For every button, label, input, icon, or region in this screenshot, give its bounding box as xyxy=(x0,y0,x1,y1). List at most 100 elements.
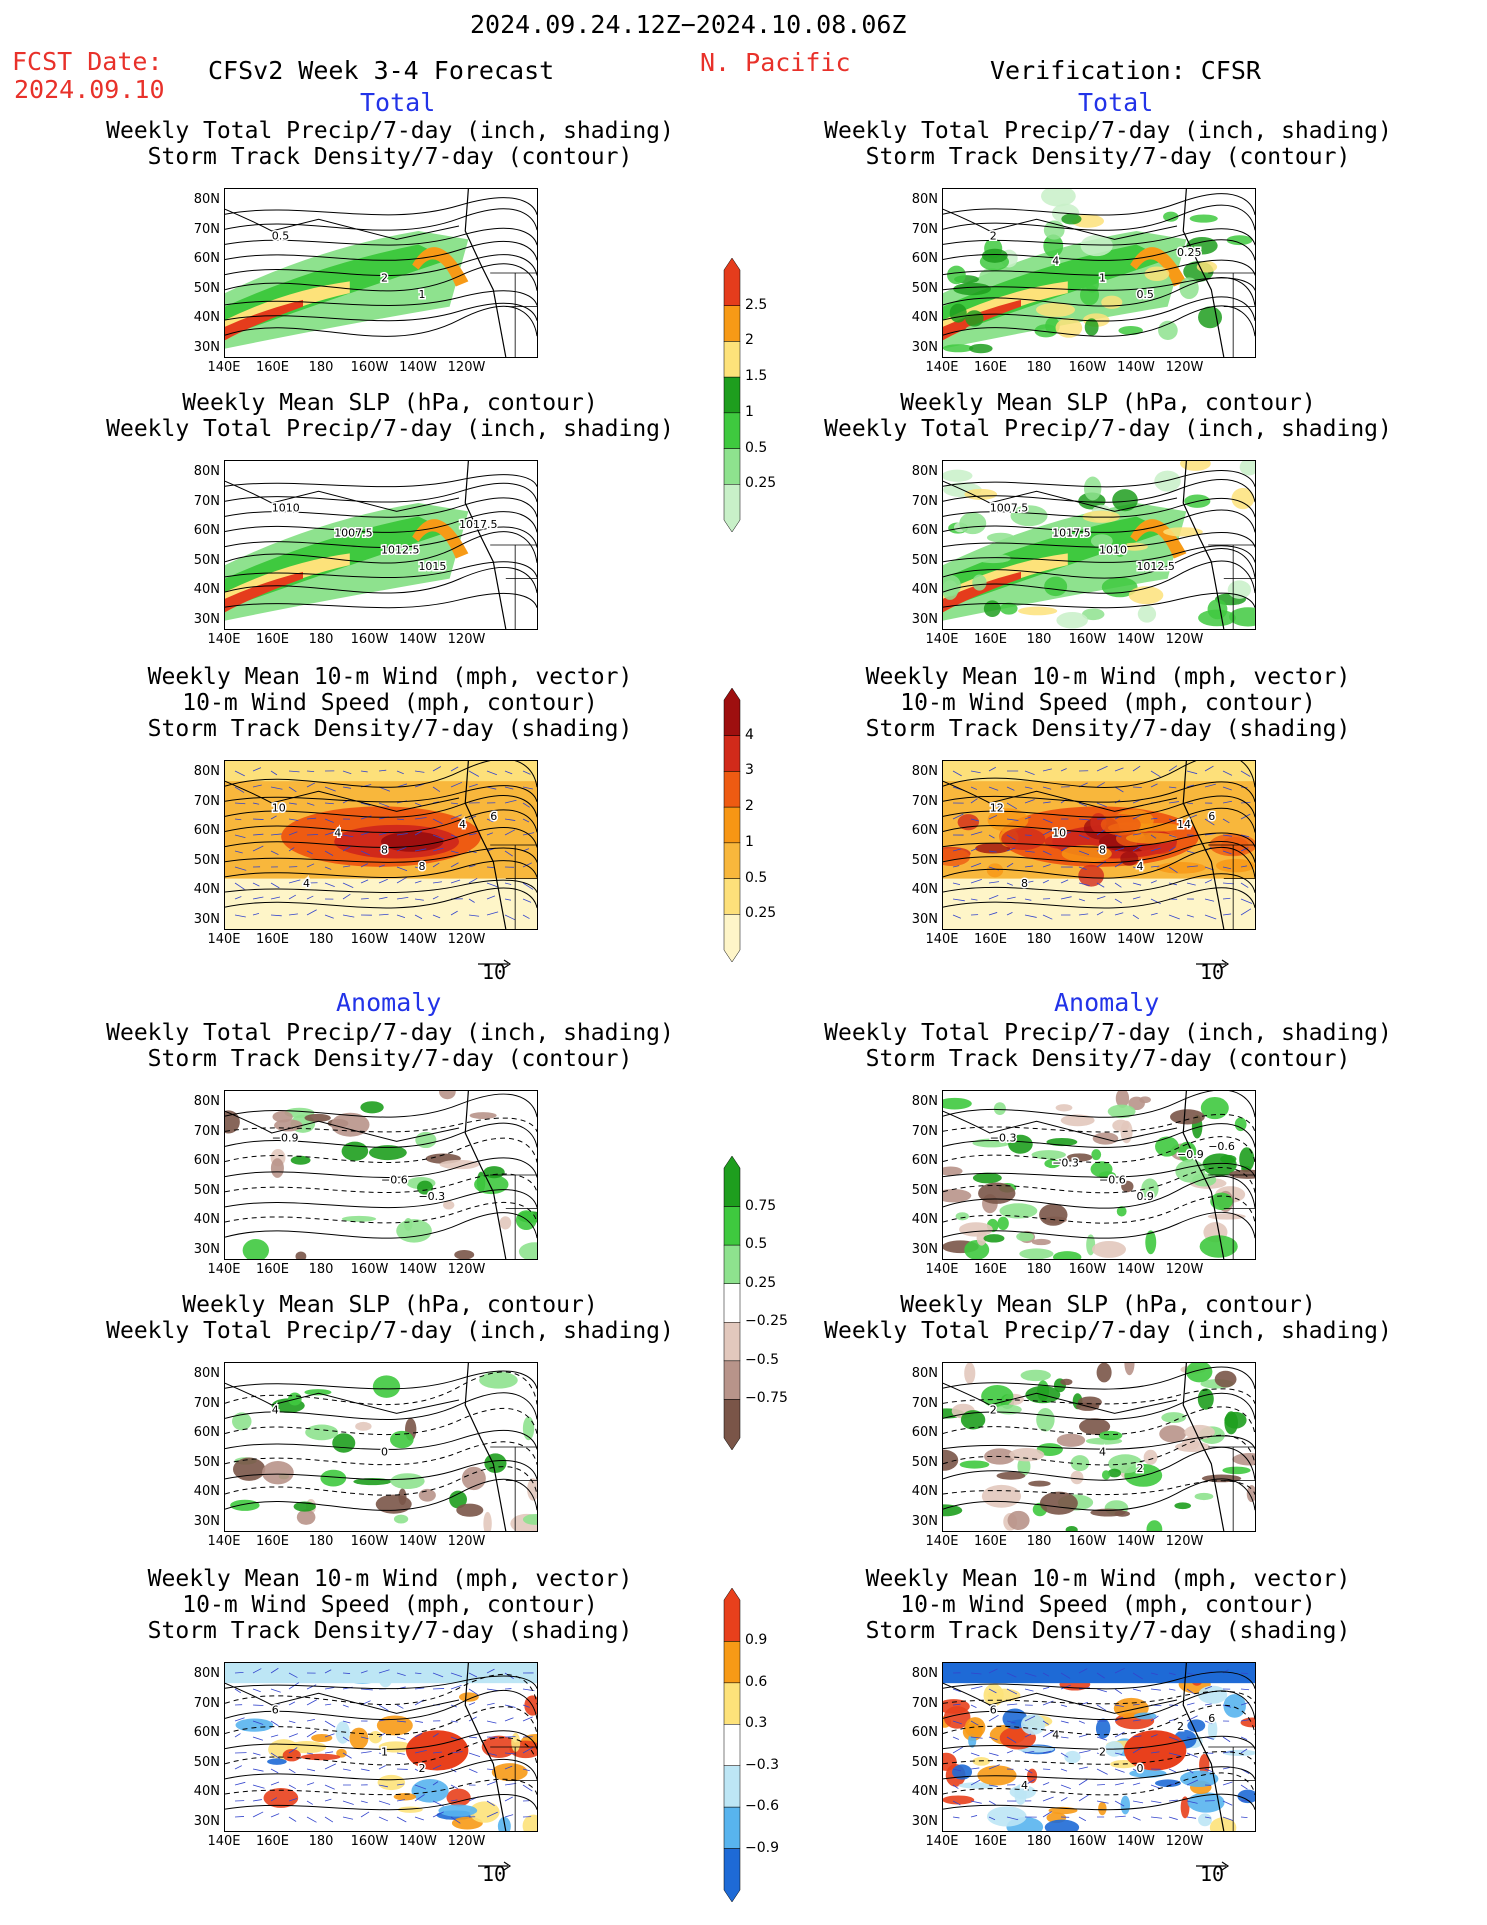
verification-slp-precip-anomaly-map: 2 4 2 xyxy=(942,1362,1256,1532)
verification-precip-storm-anomaly-title-line: Weekly Total Precip/7-day (inch, shading… xyxy=(824,1020,1392,1046)
lat-tick-label: 50N xyxy=(911,552,938,568)
lon-tick-label: 140E xyxy=(925,360,959,375)
contour-label: 1 xyxy=(381,1745,388,1758)
forecast-precip-storm-total-map: 0.5 2 1 xyxy=(224,188,538,358)
lat-tick-label: 80N xyxy=(193,764,220,779)
contour-label: 1 xyxy=(418,288,425,301)
lon-tick-label: 180 xyxy=(1026,1262,1052,1277)
lat-tick-label: 60N xyxy=(193,1425,220,1440)
lon-tick-label: 160W xyxy=(1068,1534,1107,1549)
lon-tick-label: 180 xyxy=(1026,632,1052,647)
verification-wind-storm-total-title-line: 10-m Wind Speed (mph, contour) xyxy=(900,690,1316,716)
forecast-precip-storm-anomaly-title-line: Storm Track Density/7-day (contour) xyxy=(147,1046,633,1072)
contour-label: 4 xyxy=(1136,860,1143,873)
vector-ref-label: 10 xyxy=(1199,960,1225,984)
lat-tick-label: 60N xyxy=(193,523,220,538)
verification-wind-storm-anomaly-title-line: Storm Track Density/7-day (shading) xyxy=(865,1618,1351,1644)
lat-tick-label: 60N xyxy=(911,1425,938,1440)
colorbar-tick-label: 2 xyxy=(745,332,754,349)
contour-label: 14 xyxy=(1177,818,1191,831)
section-anomaly-forecast: Anomaly xyxy=(336,988,442,1017)
lat-tick-label: 70N xyxy=(193,1395,220,1411)
vector-ref-arrow xyxy=(474,1852,514,1876)
contour-label: 1015 xyxy=(418,560,446,573)
contour-label: 1012.5 xyxy=(381,543,420,556)
colorbar-tick-label: 0.9 xyxy=(745,1632,768,1649)
region-title: N. Pacific xyxy=(700,48,851,77)
colorbar-tick-label: 0.5 xyxy=(745,439,768,456)
lat-tick-label: 70N xyxy=(911,1395,938,1411)
lat-tick-label: 60N xyxy=(911,251,938,266)
colorbar-tick-label: 0.25 xyxy=(745,905,777,922)
contour-label: 8 xyxy=(1021,877,1028,890)
colorbar-tick-label: −0.6 xyxy=(745,1798,779,1815)
lon-tick-label: 180 xyxy=(308,1534,334,1549)
verification-wind-storm-anomaly-title-line: 10-m Wind Speed (mph, contour) xyxy=(900,1592,1316,1618)
contour-label: −0.6 xyxy=(381,1173,408,1186)
forecast-wind-storm-total-map: 10 8 8 4 4 6 4 xyxy=(224,760,538,930)
lat-tick-label: 30N xyxy=(193,1513,220,1529)
colorbar-tick-label: 0.6 xyxy=(745,1673,768,1690)
vector-ref-label: 10 xyxy=(481,1862,507,1886)
lon-tick-label: 120W xyxy=(1165,1834,1204,1849)
contour-label: 1017.5 xyxy=(459,518,498,531)
lat-tick-label: 60N xyxy=(193,251,220,266)
lon-tick-label: 140W xyxy=(399,632,437,647)
forecast-wind-storm-anomaly-title-line: Storm Track Density/7-day (shading) xyxy=(147,1618,633,1644)
contour-label: 8 xyxy=(418,860,425,873)
forecast-slp-precip-total-map: 1010 1012.5 1015 1007.5 1017.5 xyxy=(224,460,538,630)
lon-tick-label: 180 xyxy=(308,1834,334,1849)
colorbar-tick-label: 0.3 xyxy=(745,1715,768,1732)
contour-label: 12 xyxy=(990,801,1004,814)
contour-label: 0 xyxy=(1136,1762,1143,1775)
contour-label: 2 xyxy=(990,1403,997,1416)
lat-tick-label: 80N xyxy=(911,1666,938,1681)
lon-tick-label: 160W xyxy=(1068,1834,1107,1849)
verification-wind-storm-anomaly-map: 6 2 0 4 2 6 4 xyxy=(942,1662,1256,1832)
colorbar-tick-label: 0.5 xyxy=(745,1236,768,1253)
colorbar-tick-label: 3 xyxy=(745,762,754,779)
contour-label: 4 xyxy=(303,877,310,890)
lon-tick-label: 180 xyxy=(308,632,334,647)
colorbar-tick-label: −0.5 xyxy=(745,1351,779,1368)
verification-slp-precip-total-map: 1007.5 1010 1012.5 1017.5 xyxy=(942,460,1256,630)
lon-tick-label: 160W xyxy=(350,1534,389,1549)
model-title: CFSv2 Week 3-4 Forecast xyxy=(208,56,555,85)
lon-tick-label: 140E xyxy=(925,932,959,947)
lat-tick-label: 50N xyxy=(193,1454,220,1470)
lat-tick-label: 60N xyxy=(193,1725,220,1740)
lon-tick-label: 140W xyxy=(1117,1262,1155,1277)
contour-label: 0.9 xyxy=(1136,1190,1154,1203)
lat-tick-label: 80N xyxy=(911,1366,938,1381)
lat-tick-label: 40N xyxy=(193,310,220,325)
lat-tick-label: 70N xyxy=(193,1123,220,1139)
lon-tick-label: 160E xyxy=(255,632,290,647)
lon-tick-label: 160E xyxy=(973,1834,1008,1849)
lon-tick-label: 140W xyxy=(1117,1534,1155,1549)
lat-tick-label: 40N xyxy=(911,1484,938,1499)
lat-tick-label: 50N xyxy=(911,852,938,868)
colorbar-storm-total xyxy=(723,688,741,962)
lon-tick-label: 140E xyxy=(925,1534,959,1549)
lon-tick-label: 140W xyxy=(1117,360,1155,375)
contour-label: −0.3 xyxy=(990,1131,1017,1144)
lat-tick-label: 80N xyxy=(911,1094,938,1109)
contour-label: 0.25 xyxy=(1177,246,1202,259)
lon-tick-label: 160W xyxy=(350,1834,389,1849)
lat-tick-label: 60N xyxy=(911,823,938,838)
verification-wind-storm-total-title-line: Weekly Mean 10-m Wind (mph, vector) xyxy=(865,664,1351,690)
lat-tick-label: 30N xyxy=(193,911,220,927)
contour-label: 4 xyxy=(459,818,466,831)
vector-ref-arrow-icon xyxy=(478,1861,512,1871)
lat-tick-label: 70N xyxy=(911,1695,938,1711)
lon-tick-label: 160E xyxy=(973,932,1008,947)
forecast-slp-precip-anomaly-title-line: Weekly Total Precip/7-day (inch, shading… xyxy=(106,1318,674,1344)
lon-tick-label: 140W xyxy=(399,1534,437,1549)
lon-tick-label: 120W xyxy=(1165,1534,1204,1549)
lat-tick-label: 50N xyxy=(193,1754,220,1770)
lat-tick-label: 40N xyxy=(193,1212,220,1227)
lon-tick-label: 120W xyxy=(447,1834,486,1849)
verification-precip-storm-anomaly-title-line: Storm Track Density/7-day (contour) xyxy=(865,1046,1351,1072)
forecast-precip-storm-total-title-line: Weekly Total Precip/7-day (inch, shading… xyxy=(106,118,674,144)
